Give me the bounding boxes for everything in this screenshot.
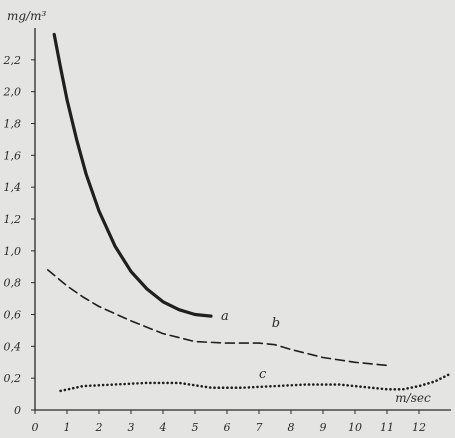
series-label-b: b [272,316,280,331]
y-tick-label: 2,0 [3,86,22,99]
y-tick-label: 1,8 [4,118,22,131]
x-tick-label: 0 [32,421,39,434]
x-tick-label: 5 [192,421,199,434]
y-tick-label: 0,2 [4,372,22,385]
x-tick-label: 3 [128,421,135,434]
y-tick-label: 1,2 [4,213,22,226]
x-tick-label: 4 [159,421,167,434]
y-tick-label: 0 [14,404,21,417]
series-line-c [59,372,453,393]
y-tick-label: 1,0 [4,245,22,258]
x-tick-label: 1 [64,421,71,434]
x-tick-label: 6 [224,421,231,434]
series-label-a: a [221,309,229,324]
x-axis-title: m/sec [395,391,431,405]
axes [31,28,451,414]
x-tick-label: 11 [380,421,394,434]
x-tick-label: 7 [256,421,263,434]
labels: 00,20,40,60,81,01,21,41,61,82,02,20 1 2 3 4 5… [3,9,431,434]
y-tick-label: 2,2 [3,54,22,67]
x-tick-label: 9 [320,421,327,434]
y-tick-label: 1,6 [4,149,22,162]
y-tick-label: 0,4 [4,340,22,353]
y-tick-label: 0,8 [4,277,22,290]
y-tick-label: 1,4 [4,181,22,194]
x-tick-label: 12 [412,421,426,434]
series-line-a [52,32,213,318]
series-label-c: c [259,367,267,382]
x-tick-label: 10 [348,421,362,434]
x-tick-label: 8 [288,421,295,434]
x-tick-label: 2 [95,421,103,434]
series-layer [47,32,453,393]
y-tick-label: 0,6 [4,309,22,322]
y-axis-title: mg/m³ [7,9,46,23]
series-line-b [47,269,388,367]
